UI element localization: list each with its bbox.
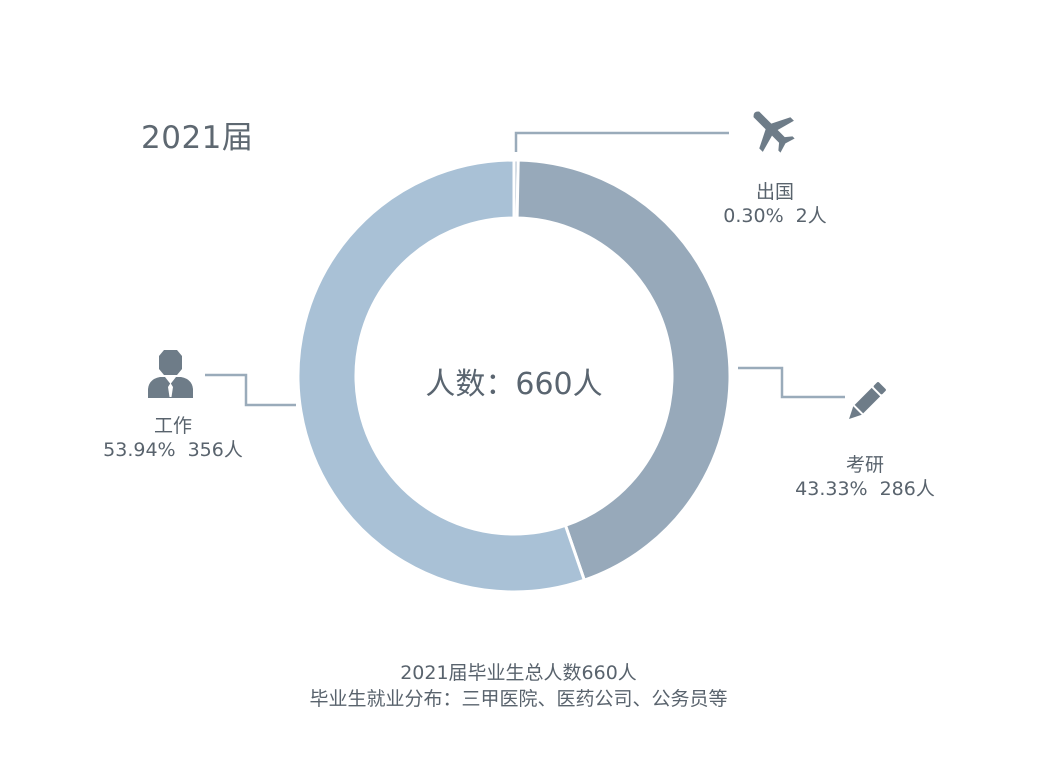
leader-line-work: [205, 373, 296, 407]
category-percent: 53.94%: [103, 439, 176, 461]
footnote-line-1: 2021届毕业生总人数660人: [400, 662, 637, 684]
category-count: 286人: [879, 478, 935, 500]
callout-work: 工作 53.94% 356人: [88, 414, 258, 462]
callout-postgrad: 考研 43.33% 286人: [780, 453, 950, 501]
pencil-icon: [849, 382, 886, 419]
category-count: 356人: [187, 439, 243, 461]
footnote: 2021届毕业生总人数660人 毕业生就业分布：三甲医院、医药公司、公务员等: [0, 660, 1037, 712]
donut-slice-work: [296, 158, 587, 594]
category-name: 考研: [845, 454, 884, 476]
leader-line-postgrad: [738, 366, 845, 399]
donut-slices: [296, 158, 732, 594]
footnote-line-2: 毕业生就业分布：三甲医院、医药公司、公务员等: [309, 688, 728, 710]
category-count: 2人: [795, 205, 827, 227]
center-total-label: 人数：660人: [425, 367, 603, 402]
airplane-icon: [753, 111, 795, 153]
category-percent: 43.33%: [795, 478, 868, 500]
category-stats: 43.33% 286人: [795, 478, 935, 500]
category-stats: 0.30% 2人: [723, 205, 826, 227]
donut-slice-postgrad: [515, 158, 732, 583]
category-percent: 0.30%: [723, 205, 784, 227]
businessman-icon: [148, 350, 193, 398]
chart-title: 2021届: [141, 120, 254, 156]
category-name: 工作: [153, 415, 192, 437]
category-name: 出国: [755, 181, 794, 203]
category-stats: 53.94% 356人: [103, 439, 243, 461]
leader-line-abroad: [514, 131, 729, 152]
callout-abroad: 出国 0.30% 2人: [715, 180, 835, 228]
